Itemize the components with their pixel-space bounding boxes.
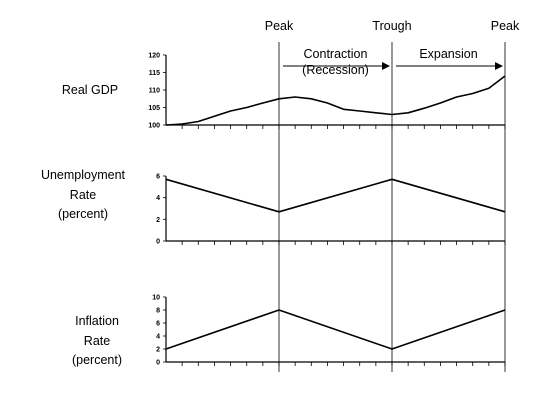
period-label-0-line-1: (Recession) xyxy=(302,63,369,77)
period-label-1-line-0: Expansion xyxy=(419,47,477,61)
panel-2-label-line-0: Inflation xyxy=(75,314,119,328)
panel-0-ytick-label-1: 105 xyxy=(148,105,160,112)
phase-label-trough: Trough xyxy=(372,19,411,33)
panel-2-series-line-0 xyxy=(165,309,506,350)
panel-0-ytick-label-2: 110 xyxy=(149,88,160,95)
panel-1-label-line-1: Rate xyxy=(70,188,96,202)
panel-1-label-line-0: Unemployment xyxy=(41,168,126,182)
panel-2-ytick-label-3: 6 xyxy=(156,321,160,328)
panel-1-label-line-2: (percent) xyxy=(58,207,108,221)
panel-0-ytick-label-0: 100 xyxy=(148,123,160,130)
panel-2-label-line-2: (percent) xyxy=(72,353,122,367)
panel-0-series-line-0 xyxy=(165,75,506,126)
panel-1-ytick-label-3: 6 xyxy=(156,174,160,181)
panel-2-ytick-label-1: 2 xyxy=(156,347,160,354)
panel-0-ytick-label-3: 115 xyxy=(149,70,160,77)
phase-label-peak: Peak xyxy=(491,19,520,33)
phase-label-peak: Peak xyxy=(265,19,294,33)
panel-1-ytick-label-0: 0 xyxy=(156,239,160,246)
panel-1-ytick-label-1: 2 xyxy=(156,217,160,224)
panel-2-label-line-1: Rate xyxy=(84,334,110,348)
panel-2-ytick-label-4: 8 xyxy=(156,308,160,315)
panel-1-ytick-label-2: 4 xyxy=(156,195,160,202)
panel-2-ytick-label-2: 4 xyxy=(156,334,160,341)
panel-0-ytick-label-4: 120 xyxy=(148,53,160,60)
panel-2-ytick-label-5: 10 xyxy=(152,295,160,302)
panel-1-series-line-0 xyxy=(165,178,506,213)
period-label-0-line-0: Contraction xyxy=(304,47,368,61)
panel-2-ytick-label-0: 0 xyxy=(156,360,160,367)
panel-0-label-line-0: Real GDP xyxy=(62,83,118,97)
